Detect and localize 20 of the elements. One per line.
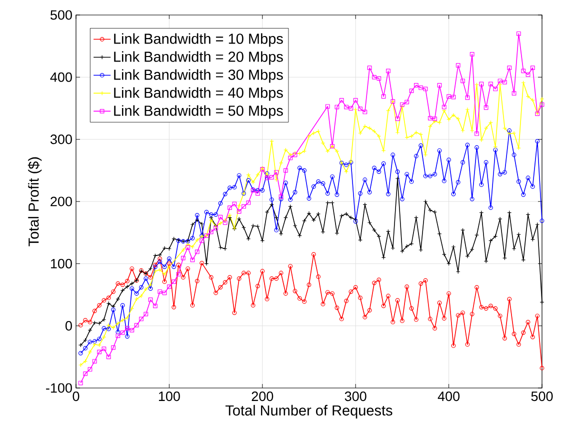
legend-label: Link Bandwidth = 20 Mbps [114,51,283,65]
y-tick-label: 100 [50,258,72,268]
x-tick-label: 0 [72,392,80,402]
x-tick-label: 400 [438,392,460,402]
x-tick-label: 100 [158,392,180,402]
x-tick-label: 300 [344,392,366,402]
x-tick-label: 500 [531,392,553,402]
legend-label: Link Bandwidth = 40 Mbps [114,87,283,101]
y-tick-label: 300 [50,134,72,144]
y-tick-label: 200 [50,196,72,206]
y-tick-label: 500 [50,10,72,20]
legend-label: Link Bandwidth = 50 Mbps [114,105,283,119]
y-axis-title: Total Profit ($) [28,157,42,246]
x-axis-title: Total Number of Requests [226,404,392,418]
y-tick-label: -100 [46,383,72,393]
legend-label: Link Bandwidth = 30 Mbps [114,69,283,83]
legend-label: Link Bandwidth = 10 Mbps [114,33,283,47]
x-tick-label: 200 [252,392,274,402]
y-tick-label: 0 [66,321,72,331]
y-tick-label: 400 [50,72,72,82]
